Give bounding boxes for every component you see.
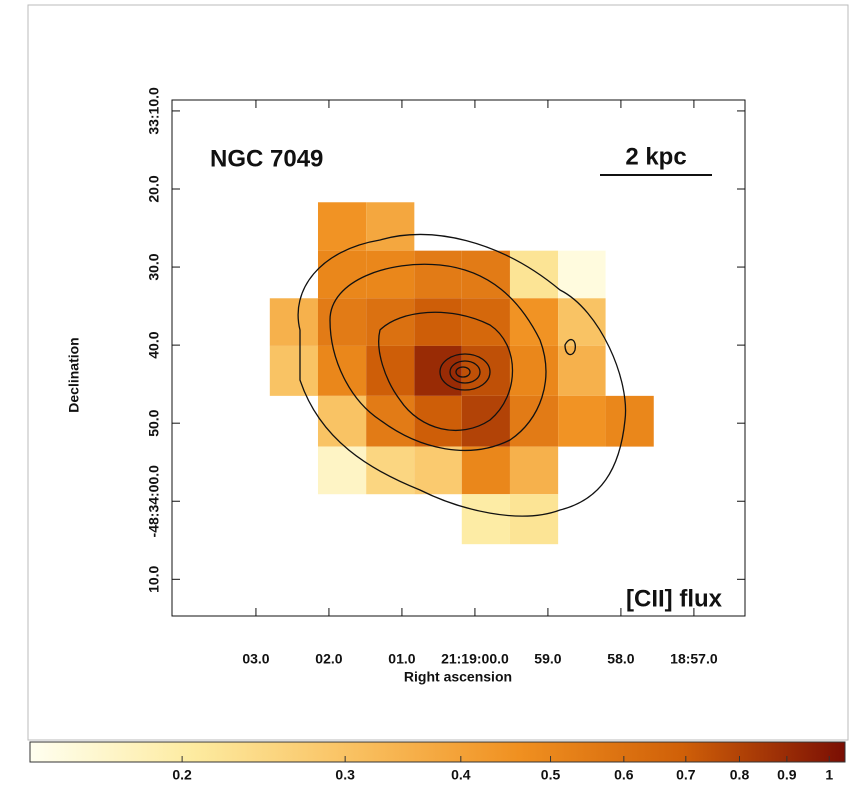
heatmap-cell xyxy=(606,396,654,447)
y-tick-label: 10.0 xyxy=(146,565,162,592)
colorbar-tick-label: 0.9 xyxy=(777,767,797,783)
x-tick-label: 01.0 xyxy=(388,651,415,667)
x-tick-label: 59.0 xyxy=(534,651,561,667)
x-tick-label: 03.0 xyxy=(242,651,269,667)
map-label: [CII] flux xyxy=(626,585,723,612)
y-tick-label: 20.0 xyxy=(146,175,162,202)
heatmap-cell xyxy=(462,494,510,544)
x-tick-label: 58.0 xyxy=(607,651,634,667)
heatmap-cell xyxy=(414,447,461,495)
page: NGC 7049 2 kpc [CII] flux Right ascensio… xyxy=(0,0,853,789)
colorbar-tick-label: 0.7 xyxy=(676,767,696,783)
heatmap-cell xyxy=(510,251,558,299)
x-tick-label: 21:19:00.0 xyxy=(441,651,509,667)
y-tick-label: -48:34:00.0 xyxy=(146,465,162,538)
heatmap-cell xyxy=(318,447,366,495)
heatmap-cell xyxy=(414,251,461,299)
heatmap-cell xyxy=(366,396,414,447)
heatmap-cell xyxy=(318,298,366,346)
heatmap-cell xyxy=(270,346,318,396)
y-tick-label: 30.0 xyxy=(146,253,162,280)
colorbar-tick-label: 0.8 xyxy=(730,767,750,783)
heatmap-cell xyxy=(462,447,510,495)
colorbar-tick-label: 1 xyxy=(825,767,833,783)
colorbar-tick-label: 0.2 xyxy=(172,767,192,783)
heatmap-cell xyxy=(558,298,605,346)
heatmap-cell xyxy=(366,346,414,396)
heatmap-cell xyxy=(462,346,510,396)
colorbar-tick-label: 0.6 xyxy=(614,767,634,783)
chart-title: NGC 7049 xyxy=(210,145,323,172)
heatmap xyxy=(270,202,654,544)
heatmap-cell xyxy=(366,202,414,250)
heatmap-cell xyxy=(510,396,558,447)
heatmap-cell xyxy=(318,346,366,396)
y-axis-label: Declination xyxy=(66,337,82,412)
heatmap-cell xyxy=(318,396,366,447)
heatmap-cell xyxy=(462,396,510,447)
chart: NGC 7049 2 kpc [CII] flux Right ascensio… xyxy=(0,0,853,789)
heatmap-cell xyxy=(318,202,366,250)
heatmap-cell xyxy=(510,447,558,495)
y-tick-label: 40.0 xyxy=(146,331,162,358)
y-tick-label: 33:10.0 xyxy=(146,87,162,135)
heatmap-cell xyxy=(558,396,605,447)
heatmap-cell xyxy=(270,298,318,346)
colorbar xyxy=(30,742,845,762)
scale-label: 2 kpc xyxy=(625,143,686,170)
heatmap-cell xyxy=(366,251,414,299)
heatmap-cell xyxy=(366,447,414,495)
heatmap-cell xyxy=(414,298,461,346)
x-axis-label: Right ascension xyxy=(404,669,512,685)
heatmap-cell xyxy=(558,251,605,299)
heatmap-cell xyxy=(510,346,558,396)
x-tick-label: 02.0 xyxy=(315,651,342,667)
heatmap-cell xyxy=(558,346,605,396)
y-tick-label: 50.0 xyxy=(146,409,162,436)
colorbar-tick-label: 0.4 xyxy=(451,767,471,783)
colorbar-tick-label: 0.5 xyxy=(541,767,561,783)
heatmap-cell xyxy=(462,298,510,346)
x-tick-label: 18:57.0 xyxy=(670,651,718,667)
heatmap-cell xyxy=(510,494,558,544)
colorbar-tick-label: 0.3 xyxy=(335,767,355,783)
